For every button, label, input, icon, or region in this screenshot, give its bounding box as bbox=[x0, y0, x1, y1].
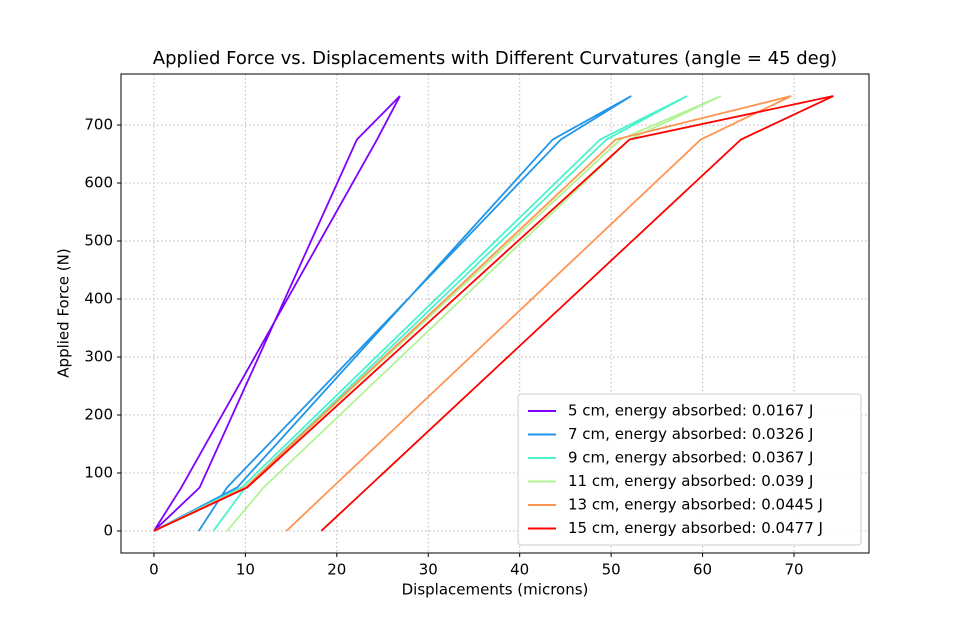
legend-label: 15 cm, energy absorbed: 0.0477 J bbox=[568, 519, 823, 537]
legend-label: 5 cm, energy absorbed: 0.0167 J bbox=[568, 402, 813, 420]
legend-label: 11 cm, energy absorbed: 0.039 J bbox=[568, 472, 813, 490]
chart-title: Applied Force vs. Displacements with Dif… bbox=[153, 48, 837, 69]
y-tick-label: 0 bbox=[103, 521, 113, 539]
x-tick-label: 0 bbox=[149, 561, 159, 579]
y-tick-label: 200 bbox=[84, 405, 113, 423]
x-axis-label: Displacements (microns) bbox=[402, 581, 589, 599]
x-tick-label: 20 bbox=[327, 561, 346, 579]
x-tick-label: 50 bbox=[602, 561, 621, 579]
legend-box bbox=[517, 393, 862, 546]
y-tick-label: 600 bbox=[84, 174, 113, 192]
x-tick-label: 70 bbox=[784, 561, 803, 579]
legend-label: 13 cm, energy absorbed: 0.0445 J bbox=[568, 496, 823, 514]
x-tick-label: 10 bbox=[236, 561, 255, 579]
plot-frame bbox=[120, 73, 870, 554]
y-axis-label: Applied Force (N) bbox=[55, 248, 73, 377]
y-tick-label: 700 bbox=[84, 116, 113, 134]
series-line bbox=[153, 95, 834, 532]
y-tick-label: 400 bbox=[84, 290, 113, 308]
x-tick-label: 30 bbox=[419, 561, 438, 579]
y-tick-label: 100 bbox=[84, 463, 113, 481]
legend-label: 7 cm, energy absorbed: 0.0326 J bbox=[568, 425, 813, 443]
series-line bbox=[153, 95, 401, 532]
x-tick-label: 60 bbox=[693, 561, 712, 579]
series-line bbox=[153, 95, 632, 532]
legend-label: 9 cm, energy absorbed: 0.0367 J bbox=[568, 449, 813, 467]
x-tick-label: 40 bbox=[510, 561, 529, 579]
y-tick-label: 500 bbox=[84, 232, 113, 250]
y-tick-label: 300 bbox=[84, 347, 113, 365]
